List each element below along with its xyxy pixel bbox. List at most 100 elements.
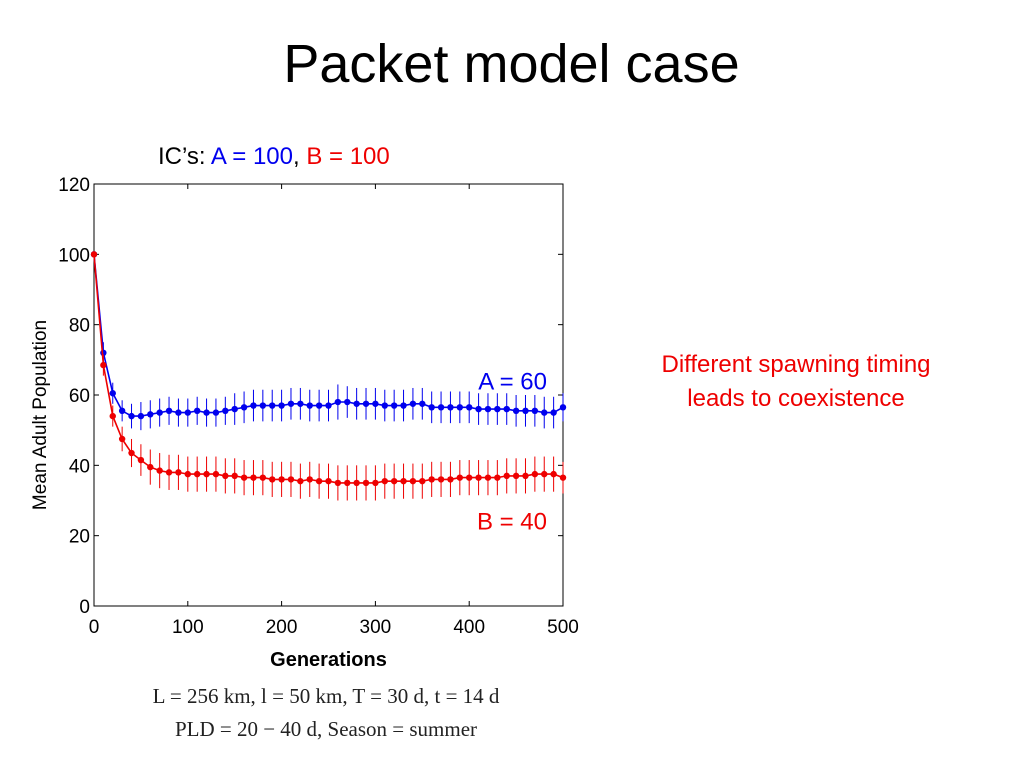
data-point [165, 469, 173, 476]
data-point [100, 361, 107, 369]
data-point [297, 400, 304, 407]
data-point [315, 402, 323, 409]
data-point [297, 477, 304, 485]
data-point [428, 476, 435, 483]
data-point [306, 402, 313, 409]
data-point [531, 470, 539, 478]
data-point [400, 402, 407, 409]
slide-title: Packet model case [283, 34, 740, 94]
params-line-1: L = 256 km, l = 50 km, T = 30 d, t = 14 … [152, 684, 500, 708]
data-point [175, 409, 182, 416]
series-label-a: A = 60 [478, 368, 547, 395]
data-point [212, 470, 220, 478]
data-point [456, 404, 464, 411]
data-point [222, 472, 229, 480]
data-point [193, 407, 201, 415]
data-point [147, 411, 154, 418]
data-point [503, 472, 510, 480]
data-point [240, 474, 248, 481]
data-point [344, 479, 351, 487]
data-point [559, 404, 567, 411]
model-parameters: L = 256 km, l = 50 km, T = 30 d, t = 14 … [96, 680, 556, 746]
x-tick-label: 300 [360, 617, 392, 638]
data-point [466, 474, 473, 481]
data-point [137, 456, 145, 464]
x-tick-label: 500 [547, 617, 579, 638]
series-b [90, 251, 567, 501]
params-line-2: PLD = 20 − 40 d, Season = summer [174, 717, 478, 741]
data-point [512, 472, 520, 480]
data-point [362, 400, 370, 407]
data-point [128, 412, 135, 420]
data-point [437, 404, 445, 411]
data-point [541, 409, 548, 416]
annotation-line-2: leads to coexistence [687, 385, 905, 412]
data-point [250, 474, 257, 481]
data-point [325, 402, 332, 409]
data-point [118, 435, 126, 443]
data-point [400, 477, 407, 485]
data-point [259, 474, 267, 481]
initial-conditions-label: IC’s: A = 100, B = 100 [158, 142, 390, 172]
data-point [381, 402, 388, 409]
data-point [456, 474, 464, 481]
ic-prefix: IC’s: [158, 143, 211, 170]
data-point [522, 407, 529, 415]
data-point [212, 409, 220, 416]
data-point [278, 476, 285, 483]
series-label-b: B = 40 [477, 509, 547, 536]
coexistence-annotation: Different spawning timing leads to coexi… [596, 348, 996, 416]
data-point [109, 412, 116, 420]
annotation-line-1: Different spawning timing [661, 351, 931, 378]
series-a [90, 251, 567, 431]
data-point [165, 407, 173, 415]
data-point [390, 477, 398, 485]
y-axis-label: Mean Adult Population [30, 320, 51, 510]
data-point [381, 477, 388, 485]
data-point [156, 409, 163, 416]
data-point [550, 470, 557, 478]
data-point [353, 400, 360, 407]
data-point [466, 404, 473, 411]
data-point [203, 470, 210, 478]
y-tick-label: 20 [69, 527, 90, 548]
data-point [259, 402, 267, 409]
data-point [447, 476, 454, 483]
ic-b-value: B = 100 [306, 143, 390, 170]
data-point [372, 479, 379, 487]
y-tick-label: 40 [69, 456, 90, 477]
data-point [287, 476, 295, 483]
data-point [531, 407, 539, 415]
data-point [184, 409, 191, 416]
data-point [475, 474, 482, 481]
data-point [522, 472, 529, 480]
data-point [419, 477, 426, 485]
x-tick-label: 200 [266, 617, 298, 638]
x-tick-label: 0 [89, 617, 100, 638]
data-point [222, 407, 229, 415]
data-point [184, 470, 191, 478]
data-point [494, 405, 501, 413]
data-point [231, 472, 238, 480]
data-point [193, 470, 201, 478]
data-point [409, 477, 417, 485]
data-point [428, 404, 435, 411]
data-point [372, 400, 379, 407]
data-point [203, 409, 210, 416]
data-point [334, 398, 342, 406]
x-tick-label: 400 [453, 617, 485, 638]
data-point [250, 402, 257, 409]
data-point [353, 479, 360, 487]
data-point [137, 412, 145, 420]
data-point [231, 405, 238, 413]
ic-a-value: A = 100 [210, 143, 293, 170]
data-point [362, 479, 370, 487]
x-tick-label: 100 [172, 617, 204, 638]
data-point [494, 474, 501, 481]
data-point [240, 404, 248, 411]
data-point [503, 405, 510, 413]
data-point [278, 402, 285, 409]
data-point [118, 407, 126, 415]
data-point [156, 467, 163, 474]
data-point [128, 449, 135, 457]
